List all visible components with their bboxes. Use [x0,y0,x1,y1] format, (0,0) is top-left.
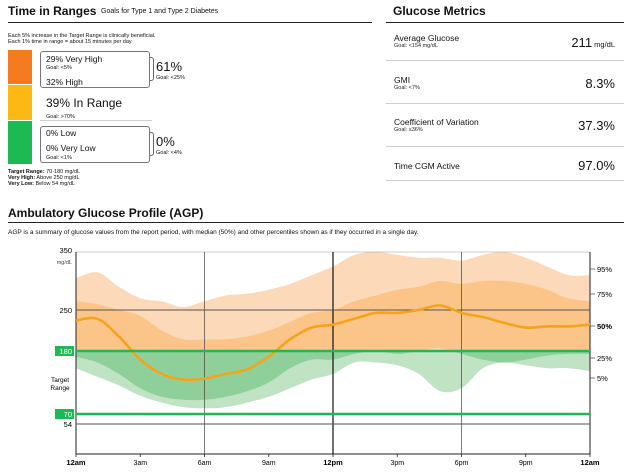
cgm-active-label: Time CGM Active [394,161,460,171]
agp-title: Ambulatory Glucose Profile (AGP) [8,206,204,220]
x-tick-12am-0: 12am [66,458,86,467]
x-tick-9pm-7: 9pm [519,460,533,467]
in-range-segment [8,121,32,164]
x-tick-12am-8: 12am [580,458,600,467]
high-segment [8,85,32,120]
very-high-legend-text: Above 250 mg/dL [35,175,80,181]
low-label: 0% Low [46,128,77,138]
very-low-legend-label: Very Low: [8,181,34,187]
percentile-label-5: 5% [597,374,608,383]
x-tick-12pm-4: 12pm [323,458,343,467]
low-bracket [150,132,154,156]
percentile-label-25: 25% [597,354,612,363]
tir-note-2: Each 1% time in range = about 15 minutes… [8,39,132,45]
cv-value: 37.3% [578,118,615,133]
very-low-legend: Very Low: Below 54 mg/dL [8,181,75,188]
metrics-divider-2 [386,103,624,104]
very-low-label: 0% Very Low [46,143,96,153]
target-range-legend-text: 70-180 mg/dL [44,169,81,175]
median-line [75,304,591,382]
very-low-legend-text: Below 54 mg/dL [33,181,75,187]
y-tick-70: 70 [64,410,72,419]
target-range-label-2: Range [50,385,70,392]
y-tick-54: 54 [64,420,72,429]
very-high-legend-label: Very High: [8,175,36,181]
cgm-active-value: 97.0% [578,158,615,173]
high-labels-box [40,51,150,88]
metrics-divider-1 [386,60,624,61]
y-unit-label: mg/dL [57,260,72,266]
gmi-label: GMI [394,75,411,85]
target-range-legend: Target Range: 70-180 mg/dL [8,169,80,176]
high-combined-goal: Goal: <25% [156,75,185,81]
very-high-label: 29% Very High [46,54,103,64]
percentile-label-95: 95% [597,265,612,274]
low-combined-goal: Goal: <4% [156,150,182,156]
x-tick-3pm-5: 3pm [390,460,404,467]
avg-glucose-value: 211 mg/dL [571,35,615,50]
low-labels-box [40,126,150,163]
metrics-divider-3 [386,146,624,147]
y-top-label: 350 [59,246,72,255]
tir-note-1: Each 5% increase in the Target Range is … [8,33,156,39]
high-bracket [150,57,154,81]
y-tick-badge-180 [55,346,74,356]
target-range-legend-label: Target Range: [8,169,45,175]
y-tick-badge-70 [55,409,74,419]
high-combined-value: 61% [156,59,183,74]
avg-glucose-number: 211 [571,35,593,50]
target-range-label-1: Target [51,377,69,384]
avg-glucose-goal: Goal: <154 mg/dL [394,43,438,49]
cv-label: Coefficient of Variation [394,117,479,127]
in-range-label: 39% In Range [46,96,123,110]
very-high-legend: Very High: Above 250 mg/dL [8,175,80,182]
avg-glucose-label: Average Glucose [394,33,460,43]
agp-lines [75,251,595,457]
tir-subtitle: Goals for Type 1 and Type 2 Diabetes [101,8,219,15]
x-tick-9am-3: 9am [262,460,276,467]
agp-description: AGP is a summary of glucose values from … [8,229,419,236]
in-range-divider [40,120,152,121]
x-tick-6pm-6: 6pm [455,460,469,467]
avg-glucose-unit: mg/dL [592,40,615,49]
metrics-title: Glucose Metrics [393,4,486,18]
percentile-label-50: 50% [597,322,612,331]
tir-title: Time in Ranges [8,4,97,18]
high-label: 32% High [46,77,83,87]
agp-rule [8,222,624,223]
gmi-goal: Goal: <7% [394,85,420,91]
low-combined-value: 0% [156,134,175,149]
very-high-segment [8,50,32,84]
very-high-goal: Goal: <5% [46,65,72,71]
in-range-goal: Goal: >70% [46,114,75,120]
gmi-value: 8.3% [585,76,615,91]
very-low-goal: Goal: <1% [46,155,72,161]
tir-rule [8,22,372,23]
cv-goal: Goal: ≤36% [394,127,423,133]
metrics-divider-4 [386,180,624,181]
x-tick-3am-1: 3am [133,460,147,467]
metrics-rule [386,22,624,23]
y-tick-250: 250 [59,306,72,315]
y-tick-180: 180 [59,347,72,356]
x-tick-6am-2: 6am [198,460,212,467]
percentile-label-75: 75% [597,290,612,299]
